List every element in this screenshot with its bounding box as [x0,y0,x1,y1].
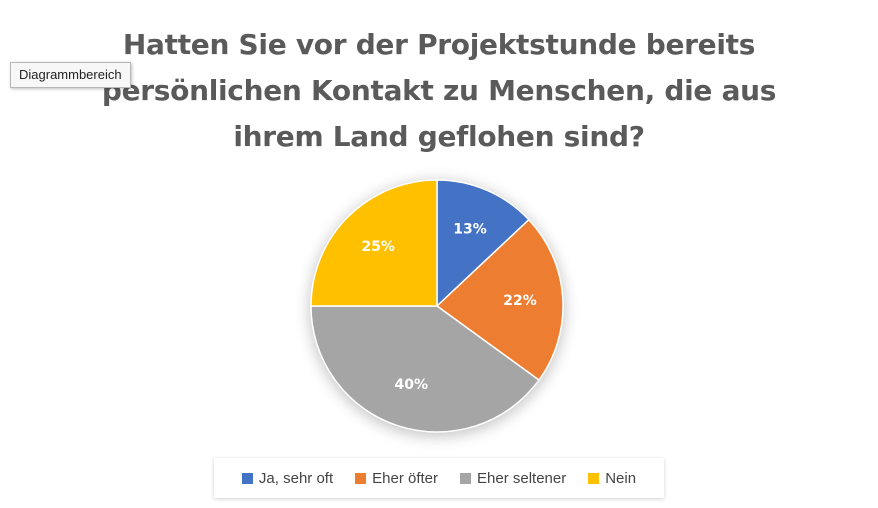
chart-area-tooltip: Diagrammbereich [10,62,131,88]
legend-swatch-3 [460,472,471,484]
pie-data-label-3: 40% [395,377,429,393]
legend-item-3[interactable]: Eher seltener [460,470,566,487]
legend-label-1: Ja, sehr oft [258,469,334,487]
pie-slice-2[interactable] [435,218,564,382]
legend-swatch-1 [241,472,253,484]
pie-data-label-4: 25% [361,239,395,255]
legend-item-4[interactable]: Nein [588,470,636,487]
pie-slice-1[interactable] [436,179,530,308]
legend-label-4: Nein [605,469,637,487]
legend-label-3: Eher seltener [477,469,567,487]
legend-swatch-2 [355,472,367,484]
legend-item-1[interactable]: Ja, sehr oft [241,469,334,487]
legend-label-2: Eher öfter [372,469,438,487]
pie-slice-3[interactable] [310,305,540,433]
chart-legend[interactable]: Ja, sehr oft Eher öfter Eher seltener Nein [214,458,664,498]
legend-swatch-4 [588,472,600,484]
pie-slice-4[interactable] [310,179,438,307]
pie-data-label-1: 13% [453,222,487,238]
pie-data-label-2: 22% [503,293,537,309]
legend-item-2[interactable]: Eher öfter [355,470,438,487]
chart-title: Hatten Sie vor der Projektstunde bereits… [101,28,777,153]
